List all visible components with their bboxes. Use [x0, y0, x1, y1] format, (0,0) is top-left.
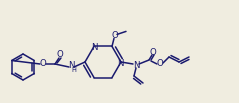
Text: O: O [157, 60, 163, 68]
Text: O: O [40, 60, 46, 68]
Text: O: O [112, 31, 118, 40]
Text: N: N [117, 59, 124, 67]
Text: N: N [91, 43, 98, 52]
Text: N: N [68, 61, 74, 70]
Text: N: N [133, 60, 139, 70]
Text: O: O [57, 50, 63, 59]
Text: H: H [71, 67, 76, 73]
Text: O: O [150, 47, 156, 57]
